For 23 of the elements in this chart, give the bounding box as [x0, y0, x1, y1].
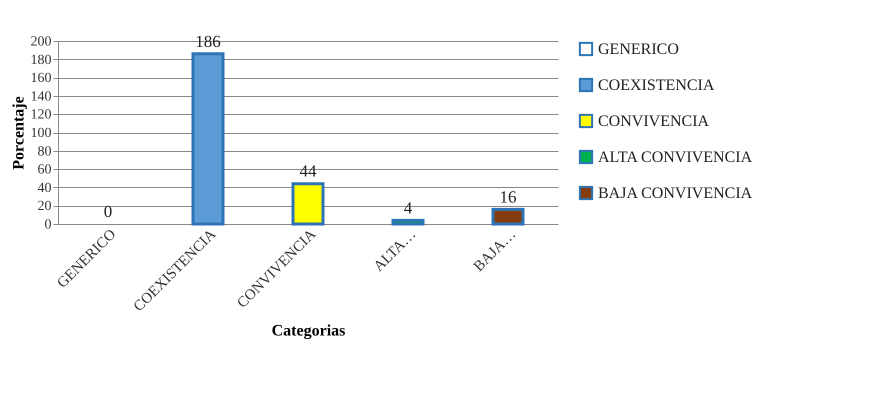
y-tick-label: 200 — [30, 34, 52, 50]
x-axis-title: Categorias — [272, 322, 346, 340]
y-tick-label: 100 — [30, 126, 52, 141]
y-tick-label: 20 — [38, 199, 52, 214]
data-label: 186 — [195, 32, 221, 51]
data-label: 16 — [500, 187, 516, 206]
y-tick-label: 60 — [38, 162, 52, 178]
y-axis-title: Porcentaje — [10, 96, 28, 170]
y-tick-label: 140 — [30, 89, 52, 104]
y-tick-label: 160 — [30, 71, 52, 86]
legend-label: COEXISTENCIA — [598, 77, 715, 94]
data-label: 0 — [104, 202, 112, 221]
data-label: 44 — [300, 162, 317, 181]
legend-label: CONVIVENCIA — [598, 113, 710, 130]
y-tick-label: 180 — [30, 52, 52, 68]
data-label: 4 — [404, 198, 413, 218]
y-tick-label: 0 — [44, 218, 52, 232]
y-tick-label: 80 — [38, 144, 52, 160]
legend-label: GENERICO — [598, 41, 679, 58]
legend-label: BAJA CONVIVENCIA — [598, 185, 753, 202]
y-tick-label: 40 — [38, 180, 52, 196]
legend-label: ALTA CONVIVENCIA — [598, 149, 753, 166]
y-tick-label: 120 — [30, 108, 52, 123]
